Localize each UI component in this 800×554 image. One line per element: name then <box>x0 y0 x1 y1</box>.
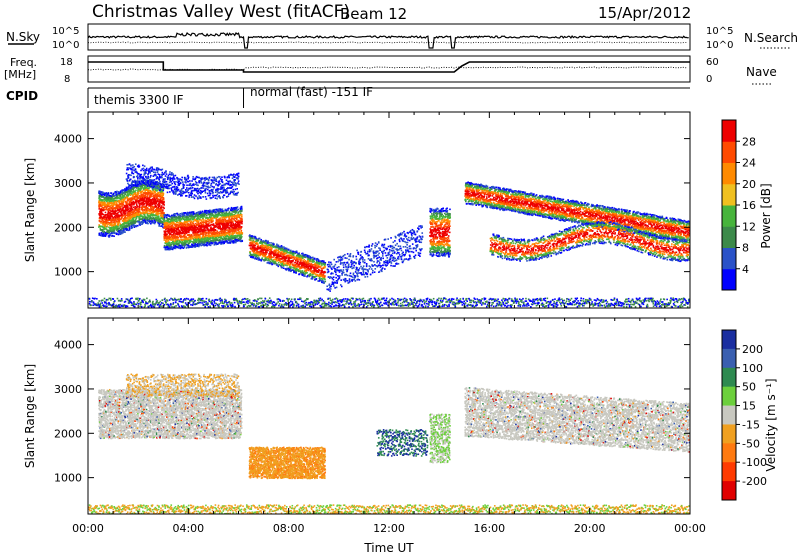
colorbar-tick-label: 20 <box>742 178 756 191</box>
y-tick-label: 2000 <box>54 221 82 234</box>
colorbar-swatch <box>722 226 736 248</box>
colorbar-tick-label: 15 <box>742 400 756 413</box>
cpid-segment-0: themis 3300 IF <box>94 93 184 107</box>
power-panel: 1000 2000 3000 4000 Slant Range [km] 4 8 12 16… <box>23 111 773 309</box>
nsky-tick-bottom: 10^0 <box>52 40 79 51</box>
colorbar-swatch <box>722 268 736 291</box>
colorbar-tick-label: -50 <box>742 437 760 450</box>
colorbar-swatch <box>722 386 736 407</box>
cpid-label: CPID <box>6 89 38 103</box>
colorbar-tick-label: 4 <box>742 263 749 276</box>
x-tick-label: 00:00 <box>674 522 706 535</box>
velocity-panel: 1000 2000 3000 4000 00:00 04:00 08:00 12:00 16:… <box>23 317 778 554</box>
x-tick-label: 04:00 <box>172 522 204 535</box>
cpid-segment-1: normal (fast) -151 IF <box>250 85 373 99</box>
power-colorbar-label: Power [dB] <box>759 183 773 248</box>
colorbar-tick-label: 24 <box>742 157 756 170</box>
cpid-panel: CPID themis 3300 IF normal (fast) -151 I… <box>6 85 690 108</box>
colorbar-swatch <box>722 462 736 482</box>
colorbar-swatch <box>722 247 736 270</box>
nave-tick-bottom: 0 <box>706 74 712 85</box>
x-tick-label: 08:00 <box>273 522 305 535</box>
colorbar-tick-label: -15 <box>742 418 760 431</box>
colorbar-tick-label: 200 <box>742 343 763 356</box>
nave-tick-top: 60 <box>706 57 719 68</box>
colorbar-swatch <box>722 183 736 206</box>
colorbar-tick-label: 8 <box>742 242 749 255</box>
y-tick-label: 1000 <box>54 472 82 485</box>
freq-panel: Freq. [MHz] 18 8 60 0 Nave <box>4 55 777 85</box>
nsky-label: N.Sky <box>6 30 40 44</box>
colorbar-swatch <box>722 141 736 163</box>
nsearch-tick-bottom: 10^0 <box>706 40 733 51</box>
x-tick-label: 16:00 <box>473 522 505 535</box>
colorbar-tick-label: 16 <box>742 199 756 212</box>
y-tick-label: 1000 <box>54 266 82 279</box>
colorbar-swatch <box>722 424 736 444</box>
nsearch-label: N.Search <box>744 31 798 45</box>
colorbar-swatch <box>722 367 736 388</box>
velocity-scatter <box>88 373 690 514</box>
colorbar-tick-label: 50 <box>742 381 756 394</box>
freq-tick-top: 18 <box>60 57 73 68</box>
nsky-tick-top: 10^5 <box>52 26 79 37</box>
y-tick-label: 4000 <box>54 133 82 146</box>
beam-label: Beam 12 <box>340 5 407 23</box>
x-tick-label: 00:00 <box>72 522 104 535</box>
power-y-ticks: 1000 2000 3000 4000 <box>54 133 690 279</box>
velocity-y-ticks: 1000 2000 3000 4000 <box>54 339 690 485</box>
colorbar-tick-label: 28 <box>742 135 756 148</box>
power-ylabel: Slant Range [km] <box>23 158 37 262</box>
colorbar-swatch <box>722 120 736 142</box>
colorbar-swatch <box>722 162 736 185</box>
y-tick-label: 3000 <box>54 177 82 190</box>
freq-label-top: Freq. <box>10 56 37 69</box>
colorbar-tick-label: 12 <box>742 220 756 233</box>
nsearch-tick-top: 10^5 <box>706 26 733 37</box>
power-x-ticks <box>87 112 691 308</box>
colorbar-swatch <box>722 481 736 501</box>
nsearch-series <box>87 41 688 44</box>
nsky-series <box>87 32 689 49</box>
date-label: 15/Apr/2012 <box>598 4 691 22</box>
colorbar-swatch <box>722 205 736 227</box>
y-tick-label: 3000 <box>54 383 82 396</box>
colorbar-swatch <box>722 443 736 463</box>
power-scatter <box>88 163 690 308</box>
chart-title: Christmas Valley West (fitACF) <box>92 2 350 22</box>
y-tick-label: 2000 <box>54 427 82 440</box>
colorbar-swatch <box>722 330 736 350</box>
velocity-x-ticks: 00:00 04:00 08:00 12:00 16:00 20:00 00:00 <box>72 318 706 535</box>
colorbar-tick-label: 100 <box>742 362 763 375</box>
x-tick-label: 12:00 <box>373 522 405 535</box>
colorbar-swatch <box>722 348 736 369</box>
colorbar-tick-label: -100 <box>742 456 767 469</box>
colorbar-tick-label: -200 <box>742 475 767 488</box>
freq-tick-bottom: 8 <box>64 74 70 85</box>
noise-panel: N.Sky 10^5 10^0 10^5 10^0 N.Search <box>6 23 798 51</box>
freq-series <box>88 61 690 73</box>
x-axis-label: Time UT <box>363 541 414 554</box>
nave-label: Nave <box>746 65 777 79</box>
power-colorbar: 4 8 12 16 20 24 28 <box>721 119 756 291</box>
y-tick-label: 4000 <box>54 339 82 352</box>
velocity-ylabel: Slant Range [km] <box>23 364 37 468</box>
velocity-colorbar-label: Velocity [m s⁻¹] <box>764 378 778 471</box>
freq-label-bottom: [MHz] <box>4 68 36 81</box>
velocity-colorbar: 200 100 50 15 -15 -50 -100 -200 <box>721 329 767 501</box>
colorbar-swatch <box>722 405 736 425</box>
x-tick-label: 20:00 <box>574 522 606 535</box>
